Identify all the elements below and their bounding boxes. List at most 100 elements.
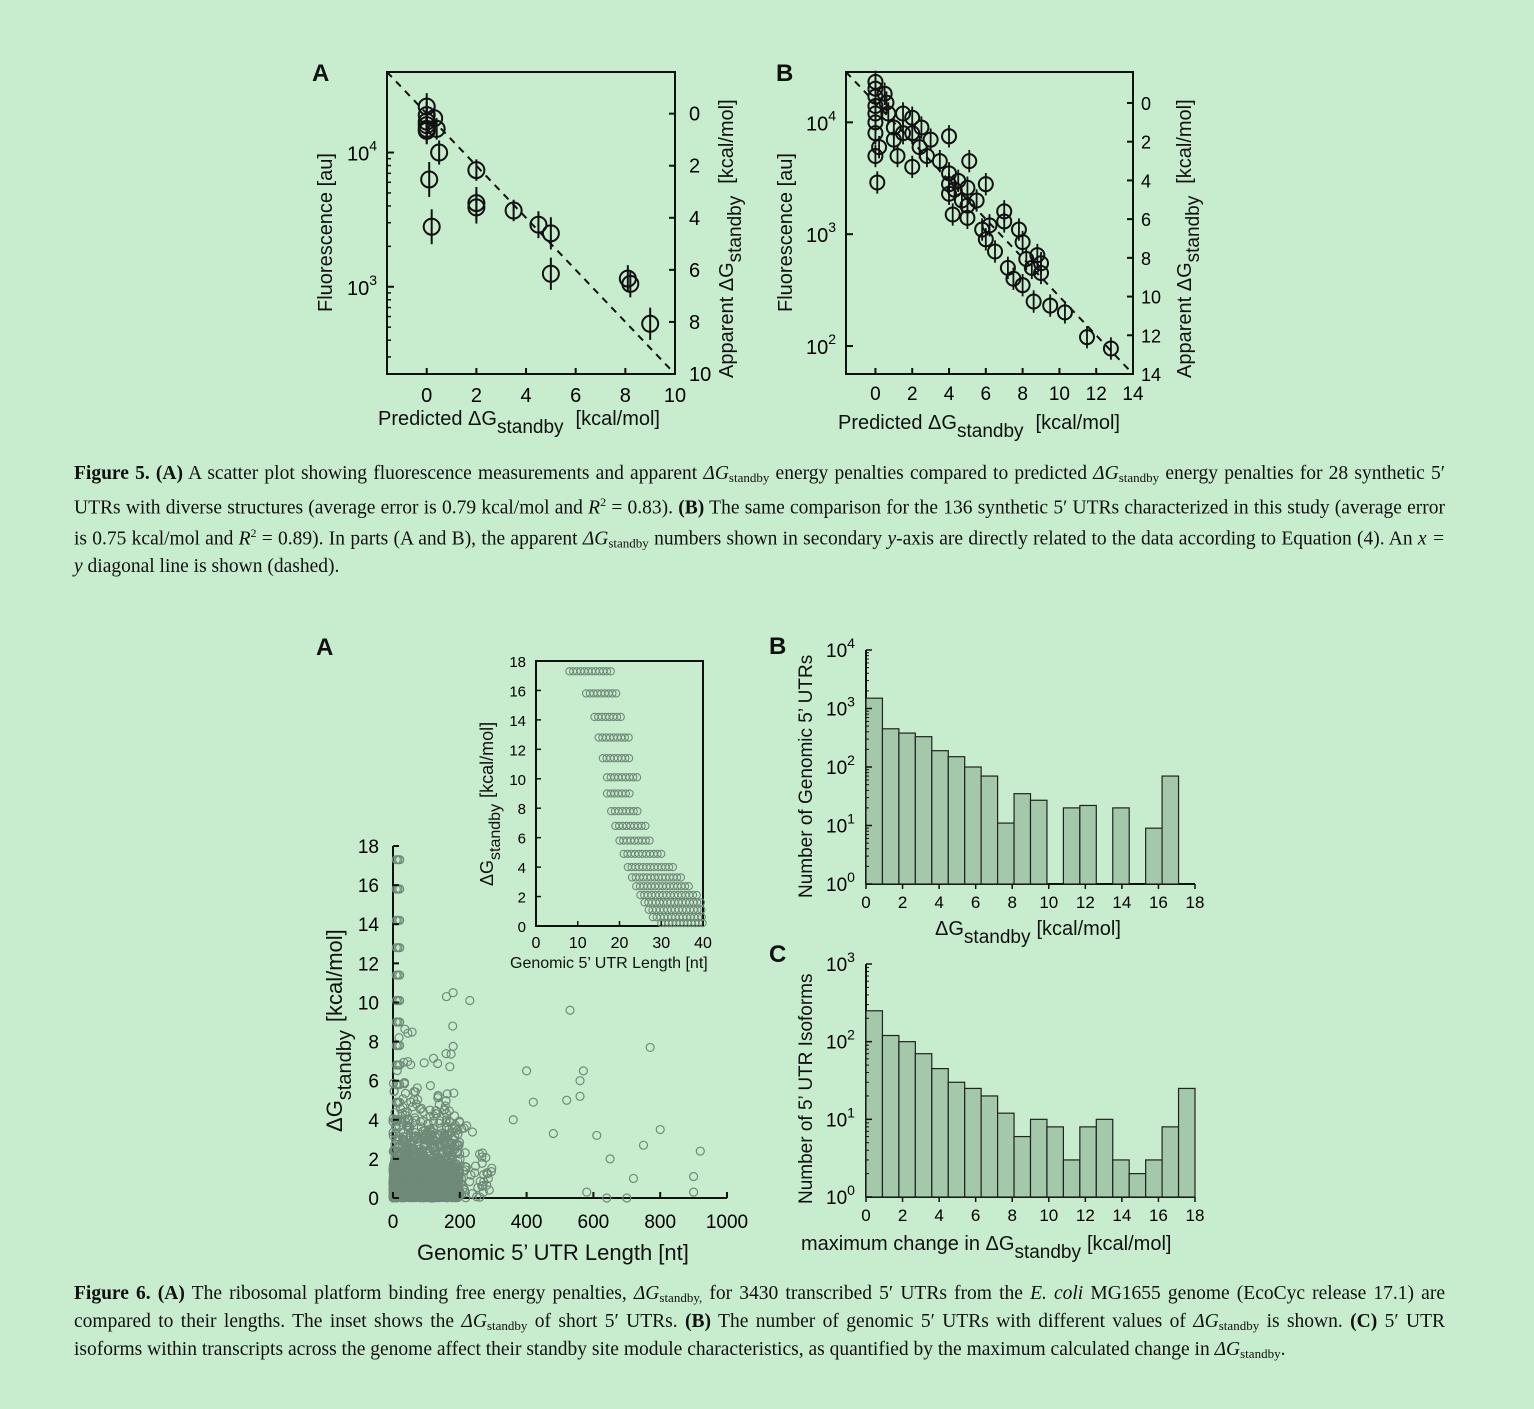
data-point	[1025, 293, 1042, 310]
fig5b-ticks: 0 2 4 6 8 10 12 14 104 103 102 0 2 4 6 8 10 12 14	[806, 94, 1161, 405]
data-point	[418, 1152, 428, 1162]
data-point	[410, 1181, 420, 1192]
data-point	[395, 1097, 405, 1107]
y2-axis-label: Apparent ΔGstandby[kcal/mol]	[716, 99, 746, 378]
x-tick-label: 1000	[706, 1212, 748, 1233]
data-point	[449, 1111, 460, 1121]
y-tick-label: 14	[358, 915, 380, 936]
data-point	[422, 217, 441, 236]
data-point	[1029, 247, 1046, 264]
data-point	[445, 1062, 455, 1072]
data-point	[425, 1105, 435, 1115]
data-point	[430, 1186, 440, 1196]
y2-tick-label: 8	[1141, 249, 1151, 269]
x-tick-label: 6	[971, 1206, 980, 1225]
data-point	[688, 1187, 699, 1197]
x-tick-label: 200	[444, 1212, 476, 1233]
data-point	[395, 1017, 405, 1027]
data-point	[1042, 297, 1059, 314]
data-point	[655, 1124, 665, 1135]
data-point	[479, 1177, 489, 1187]
plot-frame	[845, 71, 1134, 375]
panel-letter-c: C	[769, 941, 786, 968]
histogram-bar	[1161, 775, 1180, 885]
histogram-bar	[1095, 1118, 1114, 1198]
fig6b-marks	[865, 697, 1180, 885]
x-tick-label: 600	[578, 1212, 610, 1233]
data-point	[562, 1095, 572, 1105]
data-point	[418, 1116, 428, 1126]
data-point	[419, 1143, 429, 1153]
y-tick-label: 104	[826, 635, 855, 662]
histogram-bar	[1013, 793, 1032, 885]
data-point	[575, 1076, 585, 1086]
x-tick-label: 0	[421, 385, 432, 407]
y2-tick-label: 12	[1141, 326, 1161, 346]
y2-tick-label: 2	[1141, 133, 1151, 153]
data-point	[541, 264, 560, 283]
data-point	[449, 1088, 459, 1098]
data-point	[470, 1168, 480, 1178]
x-tick-label: 18	[1186, 893, 1205, 912]
x-tick-label: 12	[1086, 384, 1107, 405]
y-tick-label: 10	[509, 772, 526, 789]
y-tick-label: 104	[347, 138, 377, 166]
data-point	[434, 1099, 444, 1110]
data-point	[395, 943, 405, 953]
data-point	[1014, 277, 1031, 294]
data-point	[426, 1193, 436, 1203]
histogram-bar	[881, 728, 900, 885]
data-point	[429, 1180, 439, 1190]
data-point	[657, 849, 666, 859]
y-tick-label: 100	[826, 1182, 855, 1209]
data-point	[412, 1147, 422, 1157]
x-tick-label: 4	[934, 1206, 943, 1225]
histogram-bar	[1177, 1087, 1196, 1198]
histogram-bar	[1161, 1126, 1180, 1198]
x-tick-label: 6	[981, 384, 992, 405]
y2-tick-label: 0	[689, 104, 700, 126]
y-tick-label: 8	[518, 801, 526, 818]
data-point	[444, 1138, 454, 1149]
histogram-bar	[1079, 804, 1097, 885]
data-point	[413, 1094, 423, 1105]
data-point	[620, 733, 630, 742]
data-point	[414, 1144, 425, 1154]
data-point	[444, 1183, 454, 1194]
histogram-bar	[1112, 807, 1130, 885]
x-tick-label: 12	[1076, 893, 1095, 912]
x-tick-label: 2	[471, 385, 482, 407]
data-point	[414, 1191, 424, 1202]
x-tick-label: 4	[520, 385, 531, 407]
data-point	[441, 1117, 451, 1128]
data-point	[428, 1116, 439, 1126]
histogram-bar	[1145, 827, 1163, 885]
x-tick-label: 14	[1112, 893, 1131, 912]
data-point	[878, 94, 895, 111]
data-point	[605, 1154, 615, 1164]
data-point	[922, 131, 939, 148]
histogram-bar	[898, 1041, 916, 1198]
data-point	[638, 1140, 649, 1150]
y-tick-label: 18	[358, 837, 379, 858]
data-point	[411, 1099, 421, 1109]
data-point	[447, 1150, 457, 1160]
data-point	[632, 773, 642, 782]
y-axis-label: Number of Genomic 5’ UTRs	[796, 655, 817, 898]
data-point	[621, 274, 640, 293]
data-point	[460, 1162, 470, 1172]
y2-tick-label: 14	[1141, 365, 1161, 385]
data-point	[629, 807, 638, 816]
x-tick-label: 12	[1076, 1206, 1095, 1225]
y-tick-label: 4	[518, 860, 526, 877]
data-point	[624, 733, 633, 742]
data-point	[395, 855, 405, 865]
y-tick-label: 12	[358, 954, 379, 975]
data-point	[876, 85, 893, 102]
histogram-bar	[964, 766, 982, 885]
data-point	[698, 918, 707, 928]
data-point	[621, 789, 630, 798]
